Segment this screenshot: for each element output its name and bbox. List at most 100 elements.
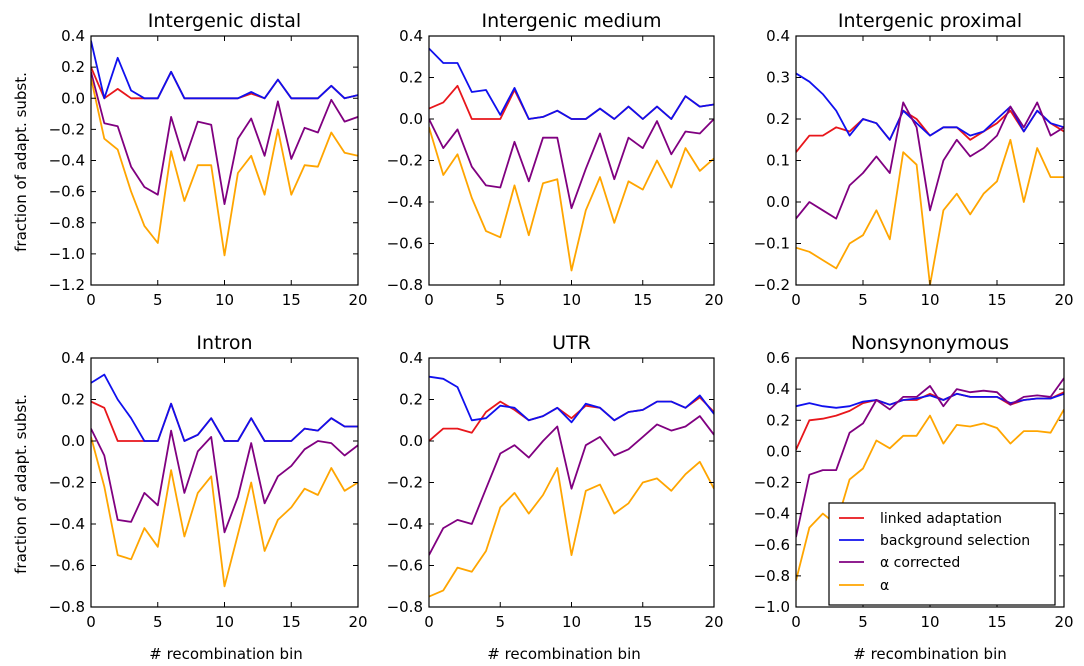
panel-intergenic-distal-xtick-label-15: 15: [282, 291, 301, 309]
panel-intergenic-medium-xtick-label-5: 5: [495, 291, 505, 309]
legend: linked adaptation background selection α…: [828, 502, 1056, 606]
panel-intergenic-distal-xtick-label-5: 5: [153, 291, 163, 309]
panel-intron-line-linked-adaptation: [91, 400, 358, 442]
panel-nonsynonymous-xtick-label-10: 10: [920, 613, 939, 631]
chart-panels: Intergenic distal 0 5 10 15 20 0.4 0.2 0.0 −0.2 −0…: [49, 10, 1074, 631]
x-axis-label-right: # recombination bin: [853, 645, 1007, 663]
panel-utr-ytick-label-0-4: 0.4: [399, 349, 423, 367]
panel-utr-xtick-label-20: 20: [704, 613, 723, 631]
panel-intron-xtick-label-20: 20: [348, 613, 367, 631]
panel-intron-xtick-label-0: 0: [86, 613, 96, 631]
panel-intergenic-proximal-line-alpha-corrected: [796, 101, 1064, 220]
panel-intron-ytick-label-0-4: 0.4: [61, 349, 85, 367]
panel-nonsynonymous-title: Nonsynonymous: [851, 332, 1009, 354]
panel-intergenic-distal-xtick-label-20: 20: [348, 291, 367, 309]
legend-label-linked-adaptation: linked adaptation: [880, 511, 1002, 527]
panel-intron-ytick-label-0-2: 0.2: [61, 391, 85, 409]
panel-intergenic-proximal-xtick-label-10: 10: [920, 291, 939, 309]
panel-intergenic-distal-frame: [90, 35, 359, 286]
panel-intron-frame: [90, 357, 359, 608]
panel-nonsynonymous-ytick-label-m0-6: −0.6: [754, 536, 790, 554]
panel-intron-ytick-label-m0-4: −0.4: [49, 515, 85, 533]
panel-intron-ytick-label-m0-6: −0.6: [49, 557, 85, 575]
panel-utr-line-alpha: [429, 460, 714, 598]
legend-entry-alpha: α: [839, 578, 889, 594]
panel-intergenic-proximal: Intergenic proximal 0 5 10 15 20 0.4 0.3 0.2 0.1 0…: [754, 10, 1074, 309]
panel-intergenic-medium-ytick-label-0-4: 0.4: [399, 27, 423, 45]
panel-intergenic-medium-series: [429, 47, 714, 272]
panel-nonsynonymous: Nonsynonymous 0 5 10 15 20 0.6 0.4 0.2 0.0 −0.2 −0.…: [754, 332, 1074, 631]
panel-intergenic-proximal-frame: [795, 35, 1065, 286]
panel-nonsynonymous-xtick-label-20: 20: [1054, 613, 1073, 631]
panel-nonsynonymous-ytick-label-0-6: 0.6: [766, 349, 790, 367]
panel-nonsynonymous-ytick-label-m0-8: −0.8: [754, 567, 790, 585]
legend-entry-linked-adaptation: linked adaptation: [839, 511, 1002, 527]
panel-intergenic-distal-ytick-label-m0-2: −0.2: [49, 120, 85, 138]
panel-nonsynonymous-ytick-label-0-4: 0.4: [766, 380, 790, 398]
panel-utr-ytick-label-m0-4: −0.4: [387, 515, 423, 533]
panel-nonsynonymous-line-alpha-corrected: [796, 377, 1064, 538]
panel-intergenic-medium-frame: [428, 35, 715, 286]
panel-intergenic-medium-line-alpha-corrected: [429, 118, 714, 210]
panel-intergenic-medium-xtick-label-10: 10: [562, 291, 581, 309]
legend-label-alpha: α: [880, 578, 889, 594]
panel-intergenic-medium-ytick-label-m0-4: −0.4: [387, 193, 423, 211]
panel-intergenic-proximal-series: [796, 72, 1064, 285]
panel-nonsynonymous-xtick-label-0: 0: [791, 613, 801, 631]
panel-intergenic-proximal-title: Intergenic proximal: [838, 10, 1022, 32]
panel-intergenic-distal-ytick-label-m0-4: −0.4: [49, 152, 85, 170]
panel-intergenic-proximal-ytick-label-0-3: 0.3: [766, 69, 790, 87]
panel-utr-xtick-label-10: 10: [562, 613, 581, 631]
panel-intergenic-medium-ytick-label-0-2: 0.2: [399, 69, 423, 87]
legend-label-background-selection: background selection: [880, 533, 1030, 549]
panel-utr-xtick-label-15: 15: [633, 613, 652, 631]
legend-entry-background-selection: background selection: [839, 533, 1030, 549]
panel-intergenic-proximal-ytick-label-0-2: 0.2: [766, 110, 790, 128]
panel-intergenic-medium-ytick-label-0-0: 0.0: [399, 110, 423, 128]
panel-intergenic-distal-ytick-label-m0-6: −0.6: [49, 183, 85, 201]
panel-nonsynonymous-xtick-label-15: 15: [987, 613, 1006, 631]
legend-entry-alpha-corrected: α corrected: [839, 555, 960, 571]
panel-intergenic-distal-xtick-label-10: 10: [215, 291, 234, 309]
panel-utr-series: [429, 375, 714, 598]
panel-intergenic-medium-title: Intergenic medium: [482, 10, 662, 32]
panel-intergenic-distal-title: Intergenic distal: [148, 10, 301, 32]
panel-utr-xtick-label-5: 5: [495, 613, 505, 631]
panel-nonsynonymous-ytick-label-0-0: 0.0: [766, 442, 790, 460]
y-axis-label-top: fraction of adapt. subst.: [12, 72, 30, 252]
panel-intergenic-distal-ytick-label-m0-8: −0.8: [49, 214, 85, 232]
panel-nonsynonymous-ytick-label-0-2: 0.2: [766, 411, 790, 429]
panel-intergenic-medium-ytick-label-m0-8: −0.8: [387, 276, 423, 294]
panel-utr-line-background-selection: [429, 375, 714, 424]
panel-utr-ytick-label-0-2: 0.2: [399, 391, 423, 409]
panel-intron: Intron 0 5 10 15 20 0.4 0.2 0.0 −0.2 −0.4 −0.6 −0.8: [49, 332, 368, 631]
panel-intergenic-medium-line-background-selection: [429, 47, 714, 120]
y-axis-label-bottom: fraction of adapt. subst.: [12, 394, 30, 574]
panel-intron-line-alpha: [91, 436, 358, 588]
panel-intergenic-proximal-ytick-label-0-0: 0.0: [766, 193, 790, 211]
panel-intergenic-medium: Intergenic medium 0 5 10 15 20 0.4 0.2 0.0 −0.2 −0…: [387, 10, 724, 309]
panel-intergenic-distal-xtick-label-0: 0: [86, 291, 96, 309]
panel-intergenic-proximal-line-background-selection: [796, 72, 1064, 141]
panel-intergenic-proximal-ytick-label-m0-1: −0.1: [754, 235, 790, 253]
panel-utr-ytick-label-m0-2: −0.2: [387, 474, 423, 492]
panel-utr-ytick-label-0-0: 0.0: [399, 432, 423, 450]
panel-intron-xtick-label-15: 15: [282, 613, 301, 631]
panel-utr-frame: [428, 357, 715, 608]
panel-intron-xtick-label-5: 5: [153, 613, 163, 631]
panel-intergenic-distal-line-alpha: [91, 77, 358, 257]
panel-intron-ytick-label-m0-8: −0.8: [49, 598, 85, 616]
panel-intergenic-medium-ytick-label-m0-6: −0.6: [387, 235, 423, 253]
panel-intergenic-distal-ytick-label-0-0: 0.0: [61, 89, 85, 107]
panel-nonsynonymous-line-background-selection: [796, 392, 1064, 409]
panel-intergenic-distal-ytick-label-m1-0: −1.0: [49, 245, 85, 263]
panel-intron-line-alpha-corrected: [91, 428, 358, 534]
panel-intergenic-distal-ytick-label-m1-2: −1.2: [49, 276, 85, 294]
panel-utr: UTR 0 5 10 15 20 0.4 0.2 0.0 −0.2 −0.4 −0.6 −0.8: [387, 332, 724, 631]
panel-intergenic-proximal-xtick-label-20: 20: [1054, 291, 1073, 309]
panel-intergenic-distal-ytick-label-0-4: 0.4: [61, 27, 85, 45]
panel-intergenic-distal: Intergenic distal 0 5 10 15 20 0.4 0.2 0.0 −0.2 −0…: [49, 10, 368, 309]
panel-nonsynonymous-ytick-label-m1-0: −1.0: [754, 598, 790, 616]
panel-intergenic-distal-series: [91, 40, 358, 257]
